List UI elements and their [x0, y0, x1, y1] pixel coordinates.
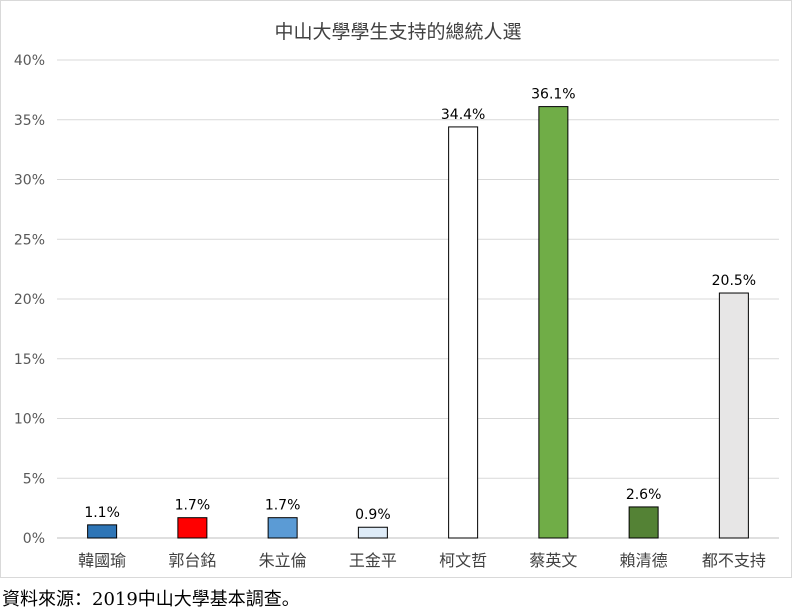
y-tick-label: 25%: [14, 232, 45, 248]
y-tick-label: 40%: [14, 53, 45, 69]
data-label: 2.6%: [626, 487, 662, 503]
chart-title: 中山大學學生支持的總統人選: [274, 21, 521, 43]
x-tick-label: 賴清德: [620, 551, 668, 570]
y-tick-label: 20%: [14, 292, 45, 308]
bar: [448, 126, 479, 539]
chart-frame: 中山大學學生支持的總統人選 0% 5% 10% 15% 20% 25% 30% 35% 40% …: [0, 0, 792, 578]
x-tick-label: 都不支持: [702, 551, 766, 570]
y-tick-label: 10%: [14, 412, 45, 428]
source-note: 資料來源：2019中山大學基本調查。: [2, 589, 300, 610]
data-label: 36.1%: [531, 87, 575, 103]
x-tick-label: 韓國瑜: [78, 551, 126, 570]
x-tick-label: 王金平: [349, 551, 397, 570]
x-tick-label: 郭台銘: [168, 551, 216, 570]
y-tick-label: 30%: [14, 173, 45, 189]
x-tick-label: 朱立倫: [259, 551, 307, 570]
x-tick-label: 柯文哲: [439, 551, 487, 570]
data-label: 20.5%: [712, 273, 756, 289]
data-label: 1.7%: [175, 498, 211, 514]
bar: [267, 517, 298, 539]
y-tick-label: 5%: [23, 471, 45, 487]
bar: [628, 506, 659, 539]
y-tick-label: 0%: [23, 531, 45, 547]
bar: [718, 292, 749, 539]
x-tick-label: 蔡英文: [529, 551, 577, 570]
bar: [357, 526, 388, 539]
y-tick-label: 15%: [14, 352, 45, 368]
data-label: 34.4%: [441, 107, 485, 123]
data-label: 0.9%: [355, 507, 391, 523]
bar: [177, 517, 208, 539]
data-label: 1.7%: [265, 498, 301, 514]
data-label: 1.1%: [84, 505, 120, 521]
y-tick-label: 35%: [14, 113, 45, 129]
bar: [538, 106, 569, 539]
bar-chart: 中山大學學生支持的總統人選 0%5%10%15%20%25%30%35%40% …: [14, 21, 779, 570]
bar: [87, 524, 118, 539]
